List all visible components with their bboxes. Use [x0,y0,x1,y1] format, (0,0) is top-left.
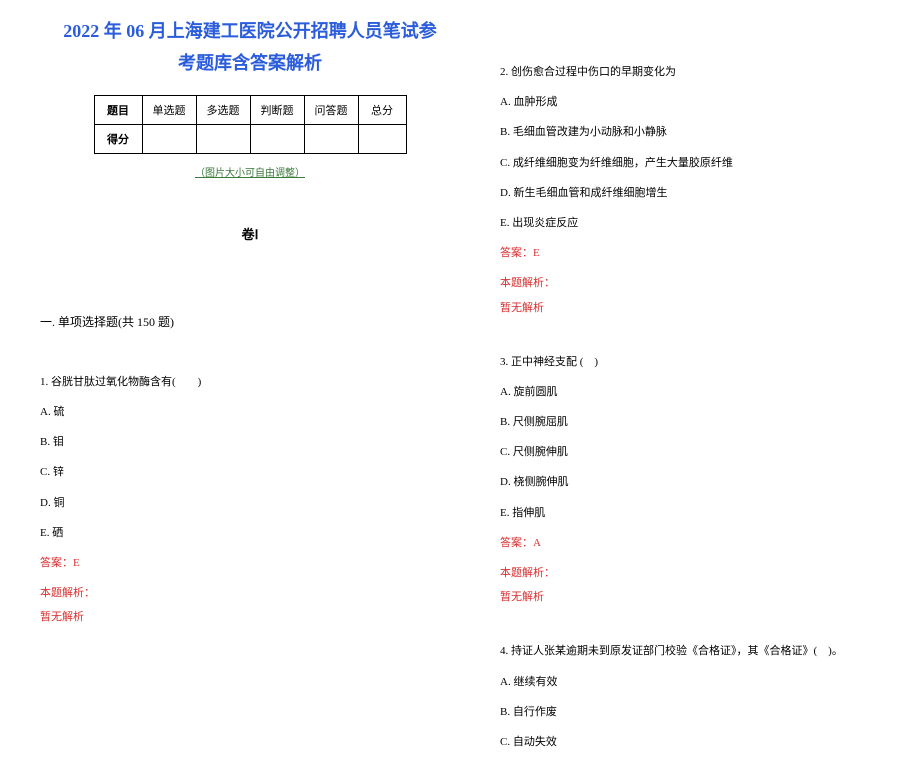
analysis-text: 暂无解析 [500,296,900,320]
table-empty-cell [250,124,304,153]
section-header: 一. 单项选择题(共 150 题) [40,313,460,330]
question-text: 4. 持证人张某逾期未到原发证部门校验《合格证》，其《合格证》( )。 [500,639,900,663]
table-header-cell: 单选题 [142,95,196,124]
analysis-label: 本题解析： [500,561,900,585]
answer: 答案：E [40,551,460,575]
option: D. 桡侧腕伸肌 [500,470,900,494]
volume-label: 卷Ⅰ [40,224,460,243]
option: B. 自行作废 [500,700,900,724]
title-line-2: 考题库含答案解析 [40,47,460,79]
question-2: 2. 创伤愈合过程中伤口的早期变化为 A. 血肿形成 B. 毛细血管改建为小动脉… [500,60,900,320]
option: C. 锌 [40,460,460,484]
option: D. 新生毛细血管和成纤维细胞增生 [500,181,900,205]
option: A. 血肿形成 [500,90,900,114]
analysis-label: 本题解析： [500,271,900,295]
table-empty-cell [142,124,196,153]
table-empty-cell [196,124,250,153]
question-text: 2. 创伤愈合过程中伤口的早期变化为 [500,60,900,84]
question-text: 1. 谷胱甘肽过氧化物酶含有( ) [40,370,460,394]
table-header-cell: 判断题 [250,95,304,124]
answer: 答案：A [500,531,900,555]
image-resize-note: （图片大小可自由调整） [40,164,460,179]
left-column: 2022 年 06 月上海建工医院公开招聘人员笔试参 考题库含答案解析 题目 单… [40,15,460,659]
question-text: 3. 正中神经支配 ( ) [500,350,900,374]
answer: 答案：E [500,241,900,265]
table-header-cell: 多选题 [196,95,250,124]
option: A. 继续有效 [500,670,900,694]
table-row-label: 得分 [94,124,142,153]
question-3: 3. 正中神经支配 ( ) A. 旋前圆肌 B. 尺侧腕屈肌 C. 尺侧腕伸肌 … [500,350,900,610]
analysis-text: 暂无解析 [500,585,900,609]
option: B. 钼 [40,430,460,454]
analysis-text: 暂无解析 [40,605,460,629]
table-empty-cell [358,124,406,153]
table-header-cell: 总分 [358,95,406,124]
table-header-cell: 题目 [94,95,142,124]
option: B. 尺侧腕屈肌 [500,410,900,434]
right-column: 2. 创伤愈合过程中伤口的早期变化为 A. 血肿形成 B. 毛细血管改建为小动脉… [500,60,900,784]
analysis-label: 本题解析： [40,581,460,605]
title-line-1: 2022 年 06 月上海建工医院公开招聘人员笔试参 [40,15,460,47]
option: A. 旋前圆肌 [500,380,900,404]
table-empty-cell [304,124,358,153]
option: C. 成纤维细胞变为纤维细胞，产生大量胶原纤维 [500,151,900,175]
option: A. 硫 [40,400,460,424]
option: E. 指伸肌 [500,501,900,525]
score-table: 题目 单选题 多选题 判断题 问答题 总分 得分 [94,95,407,154]
option: C. 尺侧腕伸肌 [500,440,900,464]
question-1: 1. 谷胱甘肽过氧化物酶含有( ) A. 硫 B. 钼 C. 锌 D. 铜 E.… [40,370,460,630]
table-header-row: 题目 单选题 多选题 判断题 问答题 总分 [94,95,406,124]
option: E. 硒 [40,521,460,545]
table-header-cell: 问答题 [304,95,358,124]
option: B. 毛细血管改建为小动脉和小静脉 [500,120,900,144]
option: C. 自动失效 [500,730,900,754]
option: D. 铜 [40,491,460,515]
document-title: 2022 年 06 月上海建工医院公开招聘人员笔试参 考题库含答案解析 [40,15,460,80]
table-score-row: 得分 [94,124,406,153]
question-4: 4. 持证人张某逾期未到原发证部门校验《合格证》，其《合格证》( )。 A. 继… [500,639,900,754]
option: E. 出现炎症反应 [500,211,900,235]
